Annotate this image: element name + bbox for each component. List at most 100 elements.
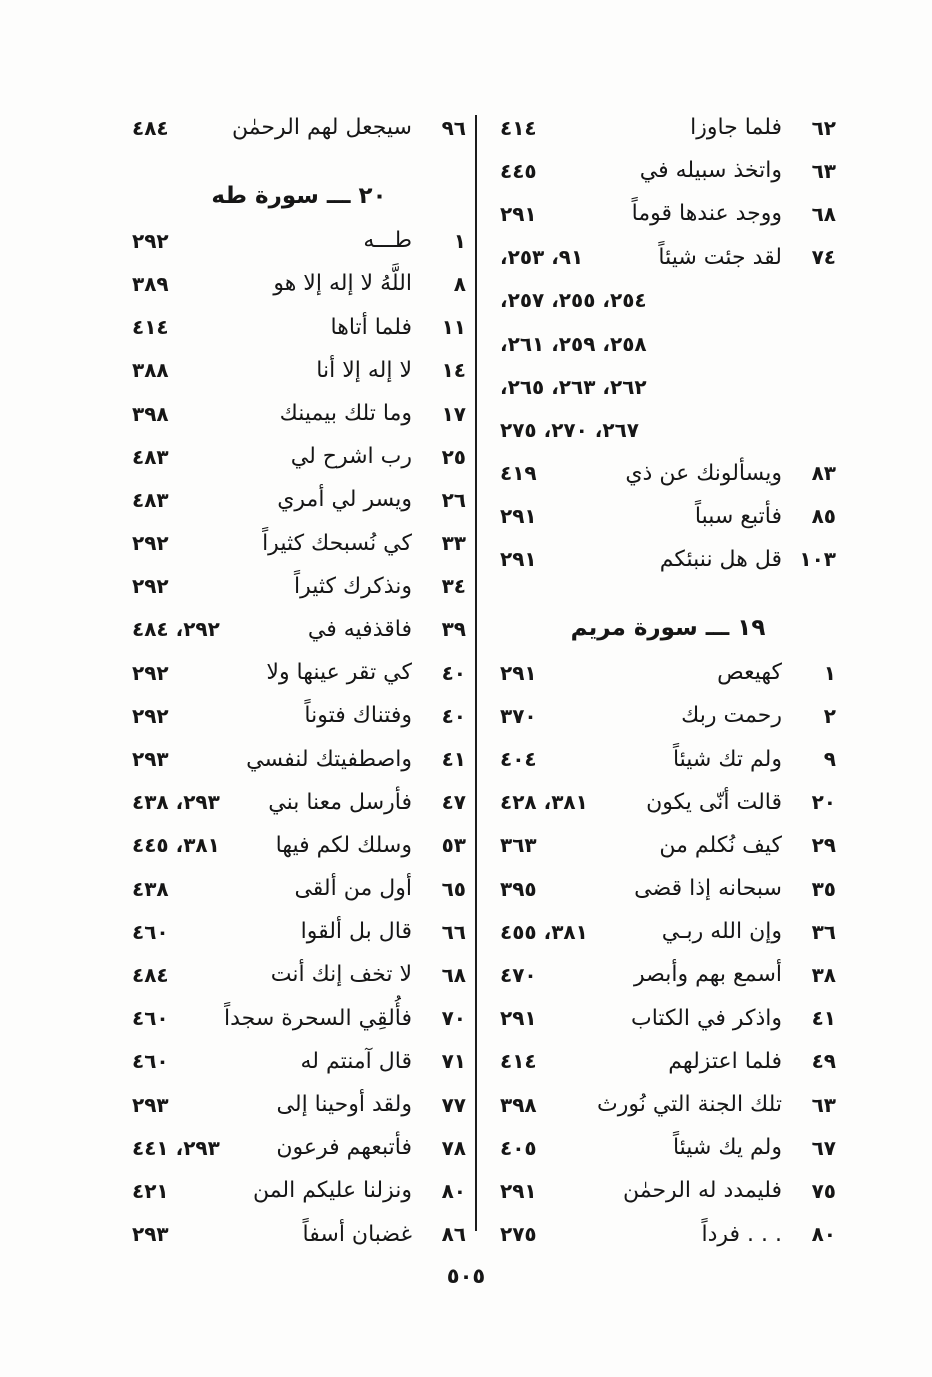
page-refs: ٣٨١، ٤٤٥ xyxy=(132,833,220,858)
entry-text: كهيعص xyxy=(717,660,782,686)
page-refs: ٤٣٨ xyxy=(132,876,169,901)
verse-number: ٣٤ xyxy=(441,574,466,599)
verse-number: ٦٣ xyxy=(811,1092,836,1117)
index-entry: ٨٦ غضبان أسفاً ٢٩٣ xyxy=(132,1213,466,1256)
page-refs: ٤٨٣ xyxy=(132,444,169,469)
index-entry: ٦٧ ولم يك شيئاً ٤٠٥ xyxy=(500,1126,836,1169)
index-entry: ٢٠ قالت أنّى يكون ٣٨١، ٤٢٨ xyxy=(500,781,836,824)
verse-number: ٨٠ xyxy=(811,1222,836,1247)
entry-text: . . . فرداً xyxy=(701,1221,782,1247)
index-entry: ٩ ولم تك شيئاً ٤٠٤ xyxy=(500,737,836,780)
index-section: ٩٦ سيجعل لهم الرحمٰن ٤٨٤ xyxy=(132,106,466,149)
page-refs: ٤٠٥ xyxy=(500,1135,537,1160)
verse-number: ٤١ xyxy=(441,747,466,772)
index-entry: ٨٥ فأتبع سبباً ٢٩١ xyxy=(500,495,836,538)
entry-text: فأتبع سبباً xyxy=(694,503,782,529)
index-entry: ٦٨ لا تخف إنك أنت ٤٨٤ xyxy=(132,953,466,996)
index-entry: ٥٣ وسلك لكم فيها ٣٨١، ٤٤٥ xyxy=(132,824,466,867)
page-refs: ٣٨١، ٤٢٨ xyxy=(500,790,588,815)
page-refs: ٣٩٨ xyxy=(500,1092,537,1117)
index-section: ٦٢ فلما جاوزا ٤١٤ ٦٣ واتخذ سبيله في ٤٤٥ ٦٨ ووجد… xyxy=(500,106,836,581)
entry-text: ووجد عندها قوماً xyxy=(631,201,782,227)
verse-number: ٤١ xyxy=(811,1006,836,1031)
entry-text: فأُلقِي السحرة سجداً xyxy=(224,1005,412,1031)
index-entry: ٢٦ ويسر لي أمري ٤٨٣ xyxy=(132,478,466,521)
page-refs: ٢٩٢ xyxy=(132,703,169,728)
page-refs: ٢٩٣ xyxy=(132,747,169,772)
entry-text: ونزلنا عليكم المن xyxy=(252,1178,412,1204)
index-entry: ٣٥ سبحانه إذا قضى ٣٩٥ xyxy=(500,867,836,910)
page-refs: ٢٩١ xyxy=(500,1178,537,1203)
entry-text: اللَّهُ لا إله إلا هو xyxy=(273,271,412,297)
index-entry: ١ طـــه ٢٩٢ xyxy=(132,219,466,262)
column-divider-rule xyxy=(475,115,477,1231)
entry-text: لقد جئت شيئاً xyxy=(658,244,782,270)
verse-number: ٤٩ xyxy=(811,1049,836,1074)
page-refs-continued: ٢٦٢، ٢٦٣، ٢٦٥، xyxy=(500,374,647,399)
entry-text: واصطفيتك لنفسي xyxy=(246,746,412,772)
index-entry-continuation: ٢٦٢، ٢٦٣، ٢٦٥، xyxy=(500,365,836,408)
entry-text: سبحانه إذا قضى xyxy=(634,876,782,902)
page-refs: ٤٤٥ xyxy=(500,158,537,183)
index-entry: ٦٦ قال بل ألقوا ٤٦٠ xyxy=(132,910,466,953)
index-entry: ٦٣ واتخذ سبيله في ٤٤٥ xyxy=(500,149,836,192)
index-entry: ٧٤ لقد جئت شيئاً ٩١، ٢٥٣، xyxy=(500,236,836,279)
verse-number: ٤٠ xyxy=(441,660,466,685)
verse-number: ٧٥ xyxy=(811,1178,836,1203)
entry-text: فلما اعتزلهم xyxy=(668,1048,782,1074)
verse-number: ٦٨ xyxy=(811,201,836,226)
index-entry: ٨٠ . . . فرداً ٢٧٥ xyxy=(500,1213,836,1256)
entry-text: لا تخف إنك أنت xyxy=(270,962,412,988)
verse-number: ١٤ xyxy=(441,358,466,383)
entry-text: فاقذفيه في xyxy=(307,616,412,642)
verse-number: ٨٥ xyxy=(811,504,836,529)
index-entry-continuation: ٢٥٨، ٢٥٩، ٢٦١، xyxy=(500,322,836,365)
column-left: ٩٦ سيجعل لهم الرحمٰن ٤٨٤ ٢٠ ـــ سورة طه ١ طــ… xyxy=(90,106,466,1256)
index-entry: ١١ فلما أتاها ٤١٤ xyxy=(132,306,466,349)
page-refs-continued: ٢٦٧، ٢٧٠، ٢٧٥ xyxy=(500,417,639,442)
entry-text: كيف نُكلم من xyxy=(659,832,782,858)
entry-text: غضبان أسفاً xyxy=(302,1221,412,1247)
entry-text: واتخذ سبيله في xyxy=(639,158,782,184)
verse-number: ٣٣ xyxy=(441,531,466,556)
index-entry: ٣٤ ونذكرك كثيراً ٢٩٢ xyxy=(132,565,466,608)
page-refs: ٢٩٣، ٤٣٨ xyxy=(132,790,220,815)
column-right: ٦٢ فلما جاوزا ٤١٤ ٦٣ واتخذ سبيله في ٤٤٥ ٦٨ ووجد… xyxy=(500,106,836,1256)
index-entry: ٢٩ كيف نُكلم من ٣٦٣ xyxy=(500,824,836,867)
sura-header: ١٩ ـــ سورة مريم xyxy=(570,615,766,642)
page-refs: ٩١، ٢٥٣، xyxy=(500,245,584,270)
entry-text: قال بل ألقوا xyxy=(300,919,412,945)
entry-text: رب اشرح لي xyxy=(290,444,412,470)
entry-text: كي نُسبحك كثيراً xyxy=(262,530,412,556)
verse-number: ٤٠ xyxy=(441,703,466,728)
verse-number: ٨٦ xyxy=(441,1222,466,1247)
index-entry: ٧٨ فأتبعهم فرعون ٢٩٣، ٤٤١ xyxy=(132,1126,466,1169)
page-refs-continued: ٢٥٨، ٢٥٩، ٢٦١، xyxy=(500,331,647,356)
page-refs: ٢٩١ xyxy=(500,504,537,529)
index-entry: ٤٠ كي تقر عينها ولا ٢٩٢ xyxy=(132,651,466,694)
page-refs: ٣٩٨ xyxy=(132,401,169,426)
index-entry: ٤١ واذكر في الكتاب ٢٩١ xyxy=(500,997,836,1040)
verse-number: ٧٠ xyxy=(441,1006,466,1031)
page-refs: ٢٩١ xyxy=(500,201,537,226)
verse-number: ٢ xyxy=(823,703,836,728)
verse-number: ٨٠ xyxy=(441,1178,466,1203)
page-refs: ٢٩١ xyxy=(500,547,537,572)
entry-text: فليمدد له الرحمٰن xyxy=(622,1178,782,1204)
entry-text: ويسر لي أمري xyxy=(277,487,412,513)
index-entry: ٧٠ فأُلقِي السحرة سجداً ٤٦٠ xyxy=(132,997,466,1040)
page-refs: ٤٢١ xyxy=(132,1178,169,1203)
verse-number: ٩ xyxy=(823,747,836,772)
index-entry: ٣٣ كي نُسبحك كثيراً ٢٩٢ xyxy=(132,522,466,565)
verse-number: ٥٣ xyxy=(441,833,466,858)
index-columns: ٦٢ فلما جاوزا ٤١٤ ٦٣ واتخذ سبيله في ٤٤٥ ٦٨ ووجد… xyxy=(90,106,836,1256)
verse-number: ٣٨ xyxy=(811,962,836,987)
page-refs: ٢٩١ xyxy=(500,1006,537,1031)
entry-text: قل هل ننبئكم xyxy=(659,546,782,572)
entry-text: واذكر في الكتاب xyxy=(630,1005,782,1031)
entry-text: وما تلك بيمينك xyxy=(279,401,412,427)
page-refs: ٣٩٥ xyxy=(500,876,537,901)
index-entry: ٣٦ وإن الله ربـي ٣٨١، ٤٥٥ xyxy=(500,910,836,953)
index-entry: ٣٩ فاقذفيه في ٢٩٢، ٤٨٤ xyxy=(132,608,466,651)
